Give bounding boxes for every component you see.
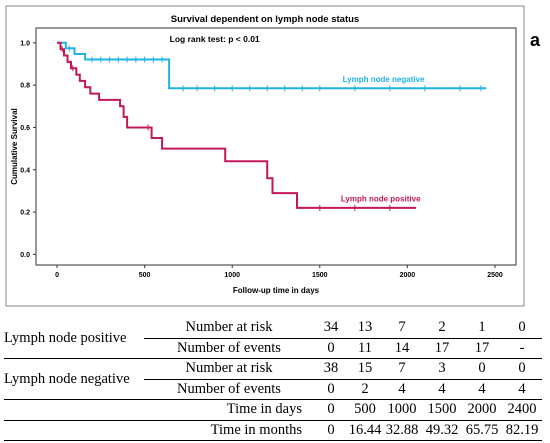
table-cell: 2 [422,318,462,339]
table-cell: 4 [502,379,542,400]
table-cell: 0 [314,399,348,421]
table-cell: 2400 [502,399,542,421]
row-label: Number at risk [144,358,314,380]
table-cell: 0 [314,420,348,441]
row-label: Number at risk [144,318,314,339]
table-cell: 7 [382,358,422,380]
x-tick-label: 2500 [487,272,503,279]
table-cell: 1 [462,318,502,339]
table-cell: 4 [422,379,462,400]
x-axis-label: Follow-up time in days [233,286,320,295]
risk-table-row: Lymph node negative Number at risk 38 15 7 3 0… [4,358,542,400]
series-line-0 [57,41,487,90]
table-cell: 0 [462,358,502,380]
risk-table-row: Lymph node positive Number at risk 34 13 7 2 1… [4,318,542,359]
table-cell: 2000 [462,399,502,421]
table-cell: 0 [314,338,348,359]
table-cell: 16.44 [348,420,382,441]
row-label: Number of events [144,338,314,359]
table-cell: 14 [382,338,422,359]
table-cell: 0 [502,358,542,380]
table-cell: 3 [422,358,462,380]
table-cell: 65.75 [462,420,502,441]
table-cell: 13 [348,318,382,339]
time-row: Time in months 0 16.44 32.88 49.32 65.75 82.19 [4,420,542,441]
series-label: Lymph node positive [341,195,421,204]
series-line-1 [57,41,417,209]
table-cell: 0 [314,379,348,400]
table-cell: 7 [382,318,422,339]
table-cell: 4 [382,379,422,400]
table-cell: 49.32 [422,420,462,441]
chart-area: Survival dependent on lymph node status L… [5,5,541,307]
survival-chart: Survival dependent on lymph node status L… [5,5,525,307]
time-row-label: Time in days [4,399,314,421]
y-tick-label: 0.8 [20,83,30,90]
x-tick-label: 1500 [312,272,328,279]
table-cell: 82.19 [502,420,542,441]
x-tick-label: 0 [55,272,59,279]
table-cell: 38 [314,358,348,380]
group-label: Lymph node positive [4,318,144,359]
x-tick-label: 1000 [224,272,240,279]
table-cell: 17 [422,338,462,359]
x-tick-label: 2000 [400,272,416,279]
chart-frame [5,5,525,307]
series-label: Lymph node negative [343,75,425,84]
panel-letter: a [530,30,541,50]
y-tick-label: 1.0 [20,40,30,47]
chart-annotation: Log rank test: p < 0.01 [170,34,260,44]
table-cell: 2 [348,379,382,400]
table-cell: 4 [462,379,502,400]
row-label: Number of events [144,379,314,400]
table-cell: 11 [348,338,382,359]
table-cell: 34 [314,318,348,339]
group-label: Lymph node negative [4,358,144,400]
risk-table: Lymph node positive Number at risk 34 13 7 2 1… [4,318,542,441]
table-cell: 17 [462,338,502,359]
time-row: Time in days 0 500 1000 1500 2000 2400 [4,399,542,421]
risk-table-row: Number of events 0 2 4 4 4 4 [4,379,542,400]
table-cell: 0 [502,318,542,339]
risk-table-row: Number of events 0 11 14 17 17- [4,338,542,359]
y-tick-label: 0.4 [20,167,30,174]
table-cell: - [502,338,542,359]
table-cell: 500 [348,399,382,421]
table-cell: 1500 [422,399,462,421]
x-tick-label: 500 [139,272,151,279]
table-cell: 32.88 [382,420,422,441]
plot-border [35,27,517,266]
table-cell: 1000 [382,399,422,421]
y-tick-label: 0.0 [20,252,30,259]
chart-title: Survival dependent on lymph node status [171,14,359,25]
time-row-label: Time in months [4,420,314,441]
table-cell: 15 [348,358,382,380]
y-tick-label: 0.2 [20,210,30,217]
y-axis-label: Cumulative Survival [10,108,19,184]
y-tick-label: 0.6 [20,125,30,132]
